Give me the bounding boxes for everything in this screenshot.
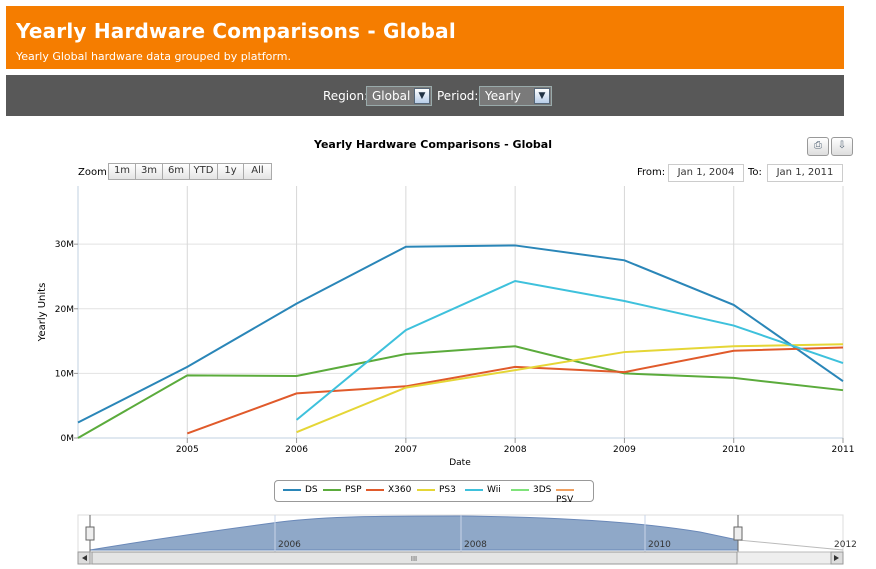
legend-swatch (465, 488, 483, 491)
chevron-down-icon[interactable]: ▼ (414, 88, 430, 104)
legend-label: DS (305, 485, 318, 495)
legend-swatch (511, 488, 529, 491)
page-title: Yearly Hardware Comparisons - Global (16, 19, 456, 43)
legend-label: PSV (556, 495, 574, 505)
chart-legend: DS PSP X360 PS3 Wii 3DS PSV (274, 480, 594, 505)
print-icon[interactable]: ⎙ (807, 137, 829, 156)
zoom-1y-button[interactable]: 1y (217, 163, 244, 180)
x-tick-label: 2005 (176, 445, 199, 455)
zoom-3m-button[interactable]: 3m (135, 163, 163, 180)
legend-item-x360[interactable]: X360 (366, 485, 411, 495)
legend-item-wii[interactable]: Wii (465, 485, 501, 495)
legend-swatch (417, 488, 435, 491)
chart-title: Yearly Hardware Comparisons - Global (314, 138, 552, 151)
zoom-6m-button[interactable]: 6m (162, 163, 190, 180)
legend-label: 3DS (533, 485, 552, 495)
navigator[interactable]: 2006 2008 2010 2012 (77, 514, 857, 553)
region-select[interactable]: Global ▼ (366, 86, 432, 106)
nav-tick-2006: 2006 (278, 540, 301, 550)
download-icon[interactable]: ⇩ (831, 137, 853, 156)
x-tick-label: 2010 (722, 445, 745, 455)
scroll-left-icon (82, 555, 87, 561)
navigator-scrollbar[interactable]: III (77, 551, 844, 565)
y-axis-label: Yearly Units (37, 283, 48, 343)
zoom-1m-button[interactable]: 1m (108, 163, 136, 180)
filter-bar: Region: Global ▼ Period: Yearly ▼ (6, 75, 844, 116)
region-value: Global (372, 89, 411, 103)
legend-item-psp[interactable]: PSP (323, 485, 362, 495)
y-tick-label: 20M (55, 305, 74, 315)
x-tick-label: 2011 (832, 445, 855, 455)
legend-label: PS3 (439, 485, 456, 495)
nav-tick-2010: 2010 (648, 540, 671, 550)
legend-item-psv[interactable]: PSV (556, 485, 593, 505)
y-tick-label: 0M (61, 434, 75, 444)
legend-swatch (283, 488, 301, 491)
scroll-right-icon (834, 555, 839, 561)
scrollbar-grip: III (411, 555, 417, 563)
legend-label: PSP (345, 485, 362, 495)
to-label: To: (748, 167, 762, 178)
chevron-down-icon[interactable]: ▼ (534, 88, 550, 104)
x-tick-label: 2007 (394, 445, 417, 455)
scroll-left-button[interactable] (77, 551, 91, 565)
nav-tick-2008: 2008 (464, 540, 487, 550)
zoom-ytd-button[interactable]: YTD (189, 163, 218, 180)
series-line-psp (77, 345, 844, 439)
legend-swatch (323, 488, 341, 491)
x-axis-label: Date (449, 458, 471, 468)
page-subtitle: Yearly Global hardware data grouped by p… (16, 50, 291, 63)
nav-tick-2012: 2012 (834, 540, 857, 550)
legend-swatch (556, 488, 574, 491)
x-tick-label: 2008 (504, 445, 527, 455)
legend-swatch (366, 488, 384, 491)
legend-item-3ds[interactable]: 3DS (511, 485, 551, 495)
legend-label: X360 (388, 485, 412, 495)
series-line-ps3 (296, 343, 844, 434)
zoom-all-button[interactable]: All (243, 163, 272, 180)
navigator-right-handle[interactable] (733, 526, 743, 541)
period-select[interactable]: Yearly ▼ (479, 86, 552, 106)
period-value: Yearly (485, 89, 521, 103)
y-tick-label: 30M (55, 240, 74, 250)
scrollbar-thumb[interactable] (91, 551, 738, 565)
legend-label: Wii (487, 485, 501, 495)
navigator-left-handle[interactable] (85, 526, 95, 541)
x-tick-label: 2009 (613, 445, 636, 455)
period-label: Period: (437, 89, 479, 103)
from-date-input[interactable]: Jan 1, 2004 (668, 164, 744, 182)
legend-item-ds[interactable]: DS (283, 485, 318, 495)
series-line-x360 (186, 346, 844, 435)
series-line-ds (77, 244, 844, 424)
series-line-wii (295, 279, 844, 421)
zoom-label: Zoom (78, 167, 107, 178)
y-tick-label: 10M (55, 369, 74, 379)
from-label: From: (637, 167, 666, 178)
legend-item-ps3[interactable]: PS3 (417, 485, 456, 495)
x-tick-label: 2006 (285, 445, 308, 455)
region-label: Region: (323, 89, 369, 103)
page-header: Yearly Hardware Comparisons - Global Yea… (6, 6, 844, 69)
to-date-input[interactable]: Jan 1, 2011 (767, 164, 843, 182)
navigator-area (89, 515, 739, 551)
scroll-right-button[interactable] (830, 551, 844, 565)
